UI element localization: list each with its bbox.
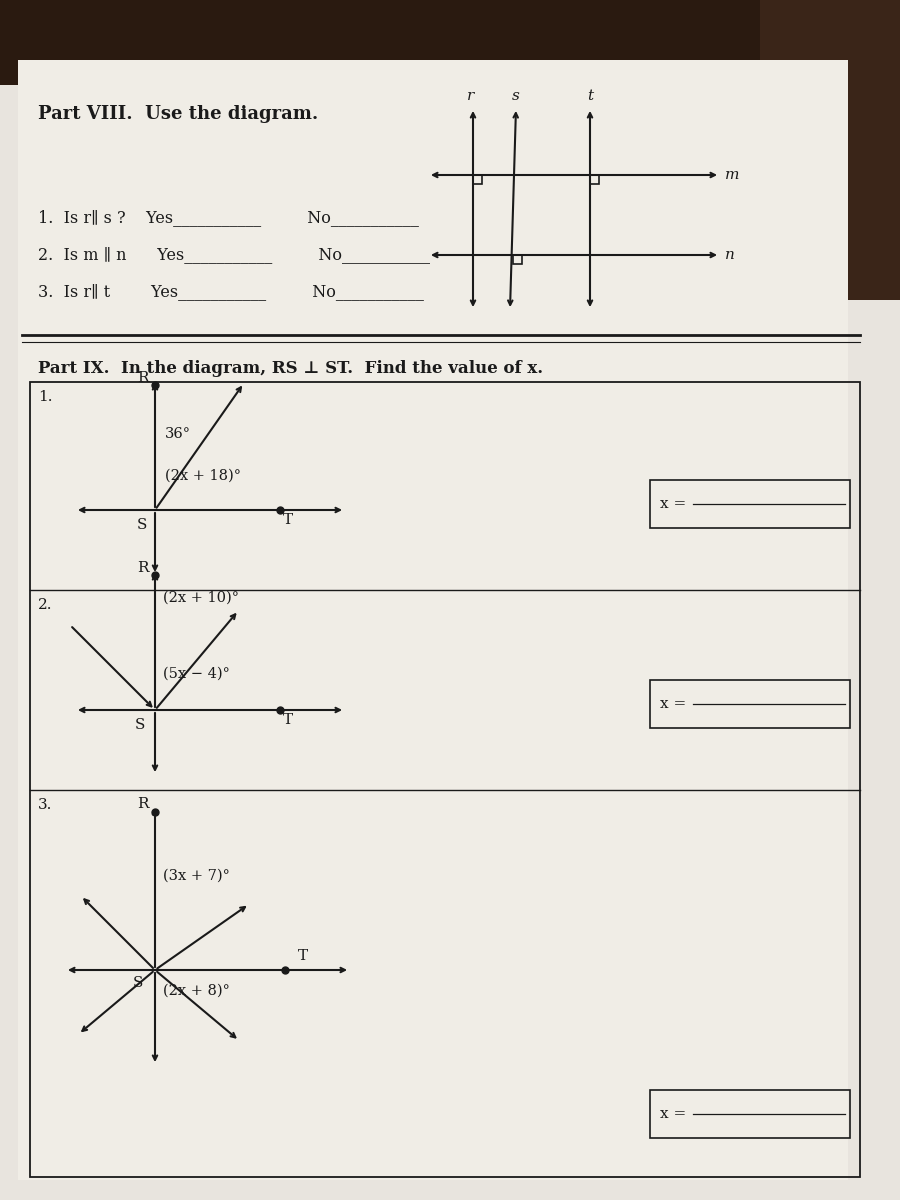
Text: 3.  Is r∥ t        Yes___________         No___________: 3. Is r∥ t Yes___________ No___________ xyxy=(38,283,424,300)
Text: x =: x = xyxy=(660,497,686,511)
Text: S: S xyxy=(133,976,143,990)
Text: 2.  Is m ∥ n      Yes___________         No___________: 2. Is m ∥ n Yes___________ No___________ xyxy=(38,246,430,264)
Text: R: R xyxy=(137,371,148,385)
Text: x =: x = xyxy=(660,1106,686,1121)
Text: 36°: 36° xyxy=(165,427,191,440)
Text: Part IX.  In the diagram, RS ⊥ ST.  Find the value of x.: Part IX. In the diagram, RS ⊥ ST. Find t… xyxy=(38,360,543,377)
Text: T: T xyxy=(283,514,293,527)
Text: 2.: 2. xyxy=(38,598,52,612)
FancyBboxPatch shape xyxy=(0,0,900,85)
Text: 3.: 3. xyxy=(38,798,52,812)
Text: (3x + 7)°: (3x + 7)° xyxy=(163,869,230,883)
Text: m: m xyxy=(725,168,740,182)
Text: t: t xyxy=(587,89,593,103)
Text: 1.: 1. xyxy=(38,390,52,404)
Text: T: T xyxy=(298,949,308,962)
FancyBboxPatch shape xyxy=(18,60,848,1180)
Text: x =: x = xyxy=(660,697,686,710)
Text: T: T xyxy=(283,713,293,727)
Text: S: S xyxy=(137,518,148,532)
Text: R: R xyxy=(137,797,148,811)
Text: n: n xyxy=(725,248,735,262)
Text: S: S xyxy=(135,718,146,732)
FancyBboxPatch shape xyxy=(760,0,900,300)
Text: Part VIII.  Use the diagram.: Part VIII. Use the diagram. xyxy=(38,104,319,122)
Text: (2x + 10)°: (2x + 10)° xyxy=(163,590,239,605)
Text: R: R xyxy=(137,560,148,575)
Text: (2x + 18)°: (2x + 18)° xyxy=(165,469,241,482)
Text: r: r xyxy=(467,89,474,103)
Text: s: s xyxy=(512,89,520,103)
Text: (2x + 8)°: (2x + 8)° xyxy=(163,984,230,998)
Text: (5x − 4)°: (5x − 4)° xyxy=(163,667,230,680)
Text: 1.  Is r∥ s ?    Yes___________         No___________: 1. Is r∥ s ? Yes___________ No__________… xyxy=(38,210,419,227)
